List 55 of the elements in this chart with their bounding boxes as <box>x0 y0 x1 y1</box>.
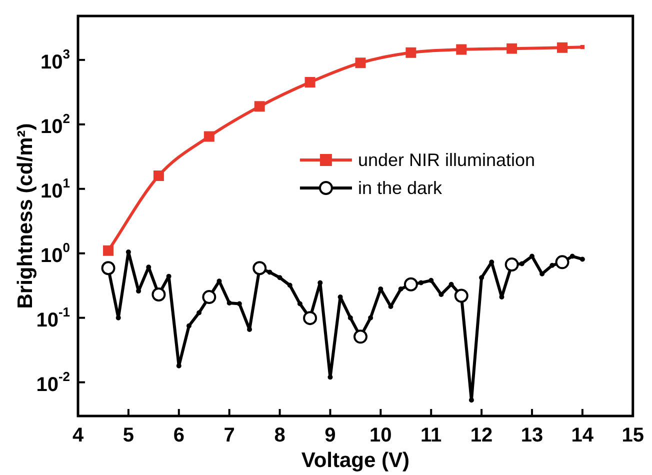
point <box>479 275 484 280</box>
point <box>540 271 545 276</box>
point <box>406 47 416 58</box>
point <box>398 286 404 292</box>
point <box>196 310 202 316</box>
x-tick-label: 13 <box>520 424 544 447</box>
point <box>304 77 316 88</box>
point <box>176 363 182 368</box>
point <box>355 58 366 68</box>
point <box>468 398 474 403</box>
point <box>103 245 114 256</box>
legend-label: in the dark <box>358 178 443 198</box>
point <box>580 256 585 262</box>
point <box>277 275 282 280</box>
point <box>166 274 172 279</box>
point <box>499 294 504 300</box>
x-tick-label: 5 <box>122 424 134 447</box>
point <box>287 282 292 288</box>
point <box>438 292 444 297</box>
x-tick-label: 9 <box>324 424 336 447</box>
point <box>428 278 434 283</box>
point <box>267 270 272 275</box>
point <box>297 301 302 306</box>
point <box>236 301 242 306</box>
x-tick-label: 8 <box>274 424 286 447</box>
point <box>506 43 518 54</box>
point <box>126 249 131 254</box>
point <box>328 374 333 380</box>
x-tick-label: 11 <box>420 424 442 447</box>
point <box>448 282 454 287</box>
point <box>418 280 424 286</box>
x-tick-label: 15 <box>622 424 644 447</box>
point <box>570 254 575 259</box>
point <box>557 42 568 53</box>
x-tick-label: 7 <box>224 424 235 447</box>
point <box>519 261 524 266</box>
point <box>348 315 353 320</box>
point <box>318 280 323 286</box>
point <box>153 170 164 181</box>
legend-label: under NIR illumination <box>358 150 536 170</box>
x-tick-label: 6 <box>173 424 184 447</box>
point <box>529 254 534 259</box>
x-tick-label: 12 <box>470 424 493 447</box>
x-tick-label: 10 <box>370 424 392 447</box>
point <box>368 315 374 320</box>
x-tick-label: 14 <box>571 424 594 447</box>
point <box>550 262 555 268</box>
point <box>456 44 467 55</box>
y-axis-title: Brightness (cd/m²) <box>14 123 37 309</box>
x-tick-label: 4 <box>72 424 84 447</box>
point <box>226 300 232 306</box>
point <box>204 131 214 142</box>
x-axis-title: Voltage (V) <box>301 448 410 472</box>
point <box>254 101 265 112</box>
point <box>186 323 192 328</box>
